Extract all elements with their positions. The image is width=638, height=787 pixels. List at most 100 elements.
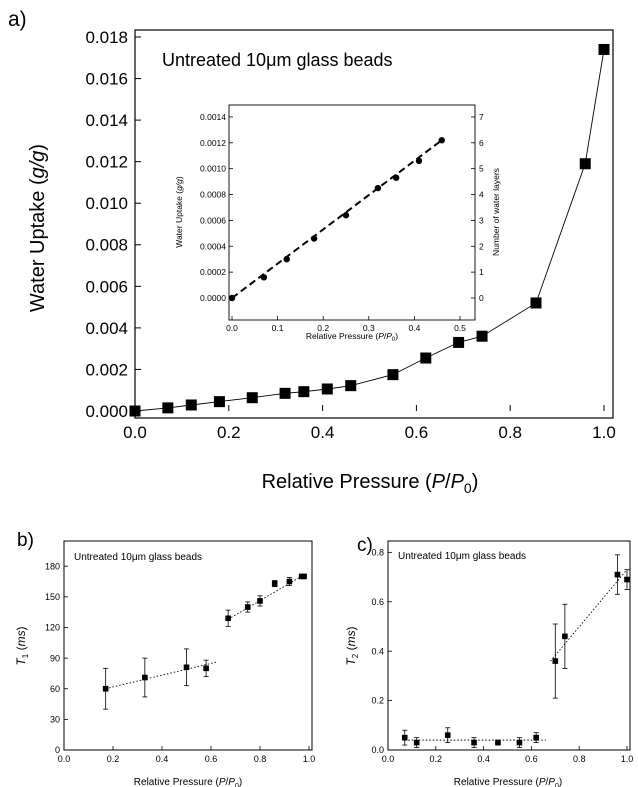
panel-a-inset: 0.0 0.1 0.2 0.3 0.4 0.5 0.0000 0.0002 0.0004 0.00… <box>174 104 501 343</box>
panel-c-frame <box>387 540 631 751</box>
x-tick-label: 0.8 <box>254 754 267 764</box>
data-point <box>228 294 236 302</box>
y-tick-label: 30 <box>50 715 60 725</box>
x-tick-label: 0.1 <box>272 323 284 333</box>
data-point <box>257 598 263 604</box>
x-tick-label: 0.2 <box>317 323 329 333</box>
x-tick-label: 0.0 <box>382 754 395 764</box>
x-tick-label: 0.6 <box>525 754 538 764</box>
data-point <box>286 578 293 585</box>
y-tick-label: 0.016 <box>85 70 128 89</box>
x-tick-label: 0.0 <box>123 423 147 442</box>
data-point <box>413 739 420 746</box>
x-tick-label: 0.4 <box>477 754 490 764</box>
inset-ylabel: Water Uptake (g/g) <box>174 176 184 248</box>
inset-xlabel: Relative Pressure (P/P0) <box>306 331 398 343</box>
y2-tick-label: 4 <box>479 190 484 200</box>
data-point <box>213 396 225 408</box>
data-point <box>552 658 559 664</box>
data-point <box>415 157 423 165</box>
inset-frame <box>228 104 476 321</box>
panel-c-xlabel: Relative Pressure (P/P0) <box>454 777 562 787</box>
x-tick-label: 1.0 <box>303 754 316 764</box>
x-tick-label: 0.8 <box>498 423 522 442</box>
y2-tick-label: 5 <box>479 164 484 174</box>
y2-tick-label: 1 <box>479 267 484 277</box>
data-point <box>516 739 523 746</box>
y-tick-label: 0.0000 <box>200 293 226 303</box>
y-tick-label: 0.008 <box>85 236 128 255</box>
data-point <box>301 573 307 580</box>
x-tick-label: 0.6 <box>405 423 429 442</box>
y-tick-label: 0.6 <box>371 597 384 607</box>
data-point <box>453 336 465 348</box>
panel-a: a) Untreated 10μm glass beads 0.0 0.2 0.4 0… <box>8 8 616 496</box>
data-point <box>345 380 357 392</box>
panel-c-label: c) <box>357 535 373 556</box>
data-point <box>579 158 591 170</box>
x-tick-label: 0.5 <box>454 323 466 333</box>
x-tick-label: 0.2 <box>217 423 241 442</box>
data-point <box>624 576 630 583</box>
data-point <box>387 369 399 381</box>
x-tick-label: 0.0 <box>226 323 238 333</box>
y-tick-label: 90 <box>50 653 60 663</box>
x-tick-label: 0.6 <box>205 754 218 764</box>
panel-b-frame <box>63 540 313 751</box>
data-point <box>530 297 542 309</box>
y-tick-label: 0.0010 <box>200 164 226 174</box>
y-tick-label: 0.006 <box>85 277 128 296</box>
panel-a-series <box>134 49 605 412</box>
panel-b-annotation: Untreated 10μm glass beads <box>74 552 202 563</box>
panel-c-ylabel: T2 (ms) <box>344 626 360 665</box>
data-point <box>401 734 408 741</box>
data-point <box>244 604 251 610</box>
x-tick-label: 0.2 <box>430 754 443 764</box>
data-point <box>298 386 310 398</box>
series-line <box>134 49 605 412</box>
y2-tick-label: 2 <box>479 241 484 251</box>
inset-y2label: Number of water layers <box>491 168 501 256</box>
data-point <box>271 580 278 587</box>
y-tick-label: 0.0006 <box>200 215 226 225</box>
data-point <box>420 352 432 364</box>
data-point <box>392 174 400 181</box>
y-tick-label: 0.0 <box>371 745 384 755</box>
data-point <box>562 633 568 640</box>
y-tick-label: 0.010 <box>85 194 128 213</box>
panel-b-axes: 0.0 0.2 0.4 0.6 0.8 1.0 0 30 60 90 120 150 180 <box>45 561 315 764</box>
data-point <box>260 274 268 281</box>
panel-c-axes: 0.0 0.2 0.4 0.6 0.8 1.0 0.0 0.2 0.4 0.6 0.8 <box>371 548 633 764</box>
panel-a-label: a) <box>8 8 27 31</box>
panel-b-points <box>102 573 307 710</box>
panel-c-fit-lines <box>404 569 628 741</box>
fit-line <box>550 569 628 662</box>
data-point <box>495 739 501 746</box>
data-point <box>438 137 445 144</box>
y2-tick-label: 7 <box>479 112 484 122</box>
y-tick-label: 0.014 <box>85 111 128 130</box>
y2-tick-label: 3 <box>479 215 484 225</box>
panel-a-frame <box>134 29 614 419</box>
y-tick-label: 0.0012 <box>200 138 226 148</box>
panel-b-xlabel: Relative Pressure (P/P0) <box>134 777 242 787</box>
inset-axes: 0.0 0.1 0.2 0.3 0.4 0.5 0.0000 0.0002 0.0004 0.00… <box>200 112 484 333</box>
x-tick-label: 0.0 <box>58 754 71 764</box>
data-point <box>129 405 141 417</box>
y-tick-label: 0.0004 <box>200 241 226 251</box>
data-point <box>614 571 621 578</box>
x-tick-label: 0.8 <box>573 754 586 764</box>
data-point <box>246 392 258 404</box>
x-tick-label: 0.3 <box>363 323 375 333</box>
panel-a-ylabel: Water Uptake (g/g) <box>27 144 49 312</box>
y-tick-label: 150 <box>45 592 60 602</box>
y-tick-label: 0.000 <box>85 402 128 421</box>
panel-b-label: b) <box>17 530 34 551</box>
y-tick-label: 0.2 <box>371 696 384 706</box>
data-point <box>185 399 197 411</box>
data-point <box>444 732 451 738</box>
data-point <box>203 665 209 672</box>
data-point <box>183 664 190 671</box>
data-point <box>598 43 610 55</box>
y-tick-label: 0.012 <box>85 153 128 172</box>
